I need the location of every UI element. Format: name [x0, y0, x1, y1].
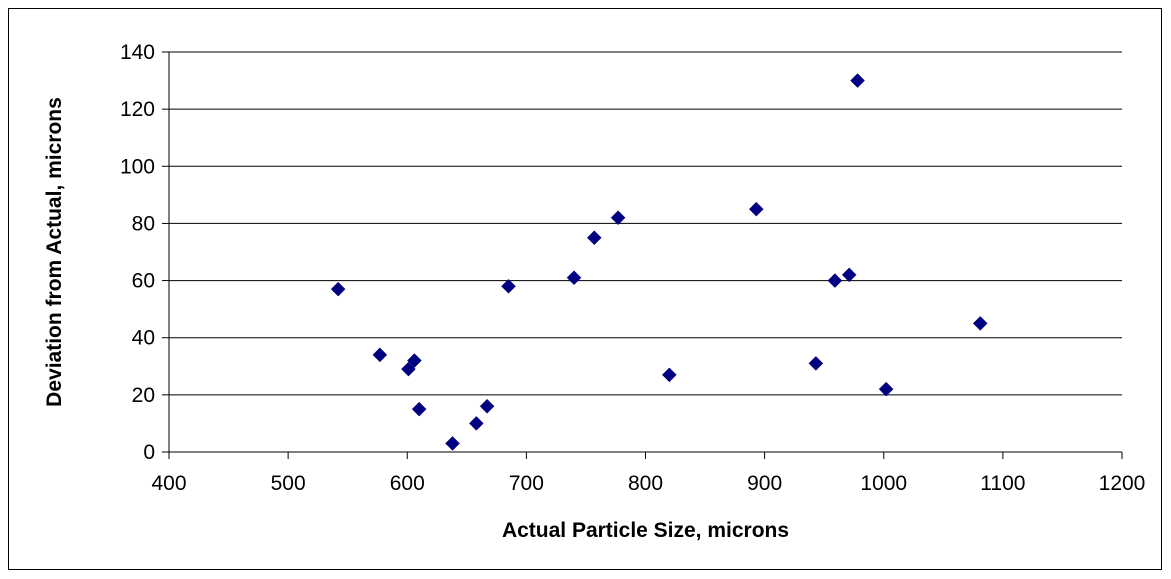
x-tick-label: 400 [151, 472, 186, 495]
x-tick-labels: 400 500 600 700 800 900 1000 1100 1200 [151, 472, 1145, 495]
y-tick-label: 80 [132, 212, 155, 235]
data-point-7 [479, 398, 495, 414]
x-tick-label: 700 [509, 472, 544, 495]
data-point-11 [610, 210, 626, 226]
data-point-0 [330, 281, 346, 297]
data-point-14 [808, 356, 824, 371]
data-point-10 [586, 230, 602, 246]
data-point-1 [372, 347, 388, 363]
x-tick-label: 1200 [1099, 472, 1146, 495]
y-tick-label: 100 [120, 155, 155, 178]
x-tick-label: 1100 [980, 472, 1025, 495]
data-point-5 [445, 436, 460, 451]
x-tick-label: 500 [271, 472, 306, 495]
x-tick-label: 800 [628, 472, 663, 495]
data-point-12 [661, 367, 677, 383]
data-point-9 [566, 270, 582, 286]
y-tick-label: 120 [120, 98, 155, 121]
y-tick-label: 40 [132, 327, 155, 350]
y-tick-labels: 0 20 40 60 80 100 120 140 [120, 41, 155, 464]
data-point-18 [878, 381, 894, 397]
data-point-15 [827, 273, 843, 288]
x-axis-title: Actual Particle Size, microns [502, 519, 789, 542]
data-point-16 [841, 267, 857, 283]
data-point-8 [501, 278, 516, 294]
data-point-17 [850, 73, 865, 88]
y-tick-label: 0 [143, 441, 155, 464]
data-points [330, 73, 988, 451]
data-point-2 [401, 361, 416, 377]
data-point-3 [407, 353, 422, 368]
y-tick-label: 140 [120, 41, 155, 64]
x-tick-label: 1000 [860, 472, 907, 495]
y-tick-label: 20 [132, 384, 155, 407]
data-point-6 [468, 416, 484, 431]
y-tick-label: 60 [132, 270, 155, 293]
data-point-4 [411, 401, 427, 417]
gridlines [169, 51, 1122, 396]
chart-area: 400 500 600 700 800 900 1000 1100 1200 0 20 40 60 80… [8, 8, 1162, 570]
y-axis-title: Deviation from Actual, microns [43, 97, 66, 407]
x-tick-label: 900 [747, 472, 782, 495]
data-point-13 [748, 201, 764, 217]
scatter-chart: 400 500 600 700 800 900 1000 1100 1200 0 20 40 60 80… [43, 41, 1145, 542]
x-tick-label: 600 [390, 472, 425, 495]
axes [162, 51, 1123, 459]
data-point-19 [972, 316, 988, 331]
